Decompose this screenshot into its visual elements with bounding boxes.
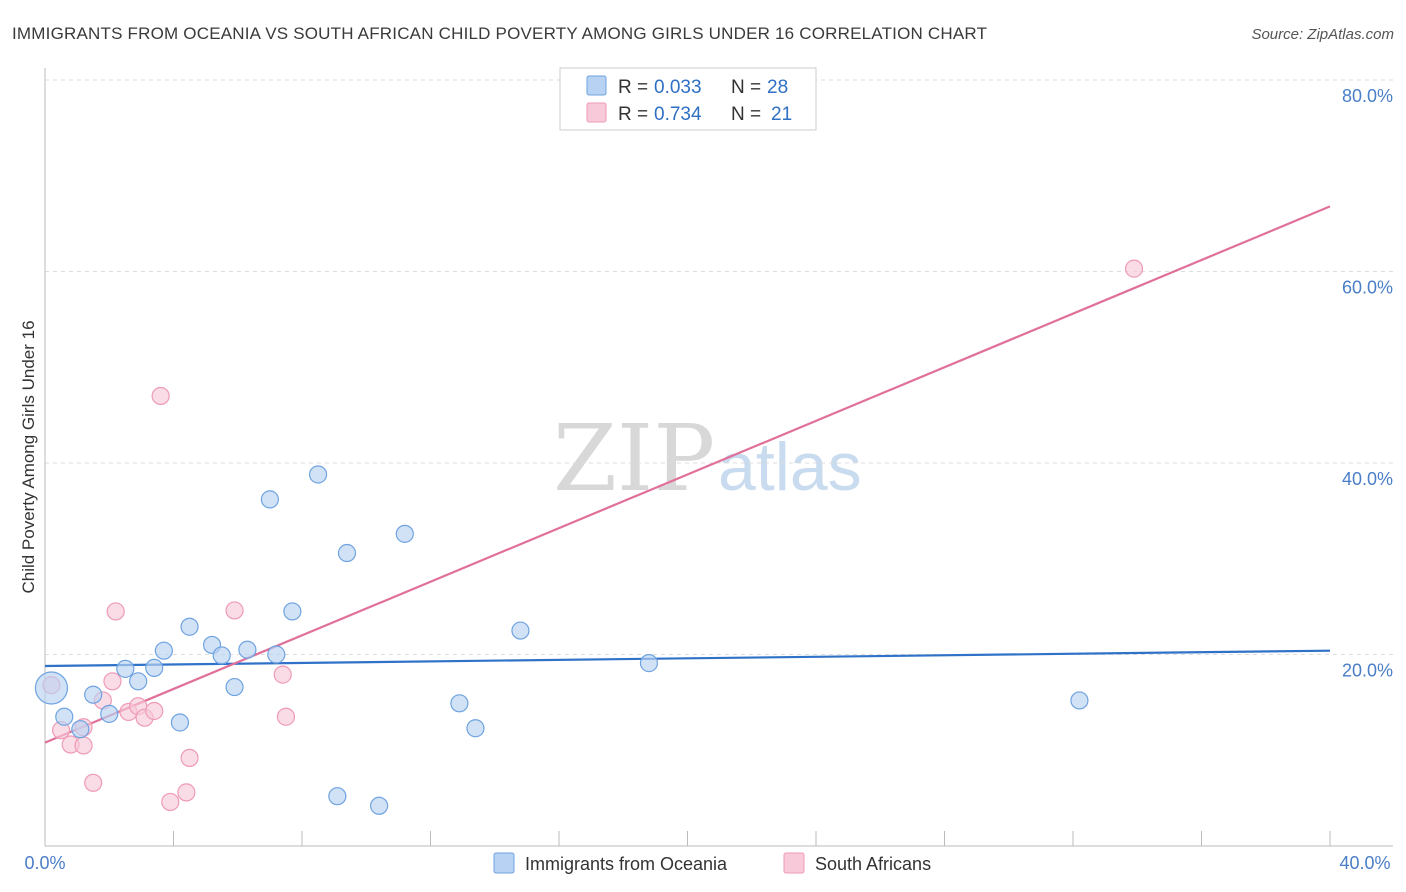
- y-tick-label: 20.0%: [1342, 661, 1393, 681]
- legend-r-label-oceania: R =: [618, 77, 648, 98]
- chart-title: IMMIGRANTS FROM OCEANIA VS SOUTH AFRICAN…: [12, 24, 987, 43]
- point-oceania: [55, 707, 74, 726]
- point-oceania: [395, 524, 414, 543]
- data-points: [34, 259, 1144, 815]
- point-oceania: [116, 659, 135, 678]
- point-south-africans: [276, 707, 296, 726]
- point-oceania: [450, 694, 469, 713]
- series-legend-swatch-oceania: [493, 852, 515, 874]
- chart-source: Source: ZipAtlas.com: [1251, 26, 1394, 43]
- y-tick-label: 40.0%: [1342, 469, 1393, 489]
- point-oceania: [283, 602, 302, 621]
- point-south-africans: [180, 748, 199, 768]
- legend-swatch-oceania: [586, 75, 607, 96]
- point-oceania: [1070, 691, 1089, 710]
- y-tick-label: 80.0%: [1342, 86, 1393, 106]
- trend-lines: [44, 205, 1331, 744]
- legend-n-label-south-africans: N =: [731, 104, 761, 125]
- point-oceania: [170, 713, 190, 732]
- point-oceania: [71, 720, 90, 739]
- point-oceania: [308, 465, 328, 484]
- series-legend-label-south-africans: South Africans: [815, 854, 931, 874]
- point-south-africans: [103, 672, 122, 691]
- legend-swatch-south-africans: [586, 102, 607, 123]
- point-south-africans: [151, 386, 170, 406]
- correlation-legend: R = 0.033 N = 28 R = 0.734 N = 21: [559, 67, 817, 131]
- point-oceania: [267, 645, 286, 664]
- watermark-zip: ZIP: [553, 405, 715, 512]
- legend-r-value-south-africans: 0.734: [654, 104, 702, 125]
- legend-n-value-south-africans: 21: [771, 104, 792, 125]
- watermark-atlas: atlas: [718, 429, 862, 505]
- trend-line-south-africans: [44, 205, 1331, 744]
- point-oceania: [511, 621, 530, 640]
- point-oceania: [212, 646, 231, 665]
- point-oceania: [154, 641, 173, 660]
- point-oceania: [34, 671, 69, 705]
- point-south-africans: [225, 601, 244, 620]
- series-legend-swatch-south-africans: [783, 852, 805, 874]
- point-south-africans: [74, 736, 93, 755]
- point-south-africans: [145, 701, 164, 721]
- point-south-africans: [273, 665, 292, 684]
- watermark: ZIP atlas: [553, 405, 862, 512]
- legend-n-value-oceania: 28: [767, 77, 788, 98]
- trend-line-oceania: [44, 649, 1331, 668]
- axes: [44, 68, 1393, 847]
- point-south-africans: [84, 773, 103, 792]
- point-oceania: [466, 719, 485, 738]
- y-tick-label: 60.0%: [1342, 278, 1393, 298]
- gridlines: [45, 79, 1393, 655]
- point-south-africans: [177, 783, 196, 802]
- point-oceania: [337, 543, 357, 563]
- point-oceania: [145, 658, 164, 678]
- y-tick-labels: 20.0% 40.0% 60.0% 80.0%: [1342, 86, 1393, 681]
- point-oceania: [84, 685, 103, 704]
- point-oceania: [238, 640, 257, 659]
- point-south-africans: [106, 602, 125, 621]
- point-oceania: [260, 490, 279, 509]
- legend-r-value-oceania: 0.033: [654, 77, 702, 98]
- series-legend: Immigrants from Oceania South Africans: [493, 852, 931, 874]
- point-oceania: [370, 796, 389, 815]
- series-legend-label-oceania: Immigrants from Oceania: [525, 854, 728, 874]
- x-tick-label-min: 0.0%: [24, 853, 65, 873]
- point-oceania: [225, 677, 244, 697]
- legend-n-label-oceania: N =: [731, 77, 761, 98]
- legend-r-label-south-africans: R =: [618, 104, 648, 125]
- point-oceania: [100, 704, 119, 723]
- point-south-africans: [161, 792, 180, 812]
- point-oceania: [180, 617, 199, 636]
- x-tick-label-max: 40.0%: [1339, 853, 1390, 873]
- point-south-africans: [1124, 259, 1144, 278]
- point-oceania: [328, 787, 347, 806]
- y-axis-label: Child Poverty Among Girls Under 16: [19, 320, 38, 593]
- point-oceania: [639, 654, 659, 673]
- point-oceania: [129, 672, 148, 691]
